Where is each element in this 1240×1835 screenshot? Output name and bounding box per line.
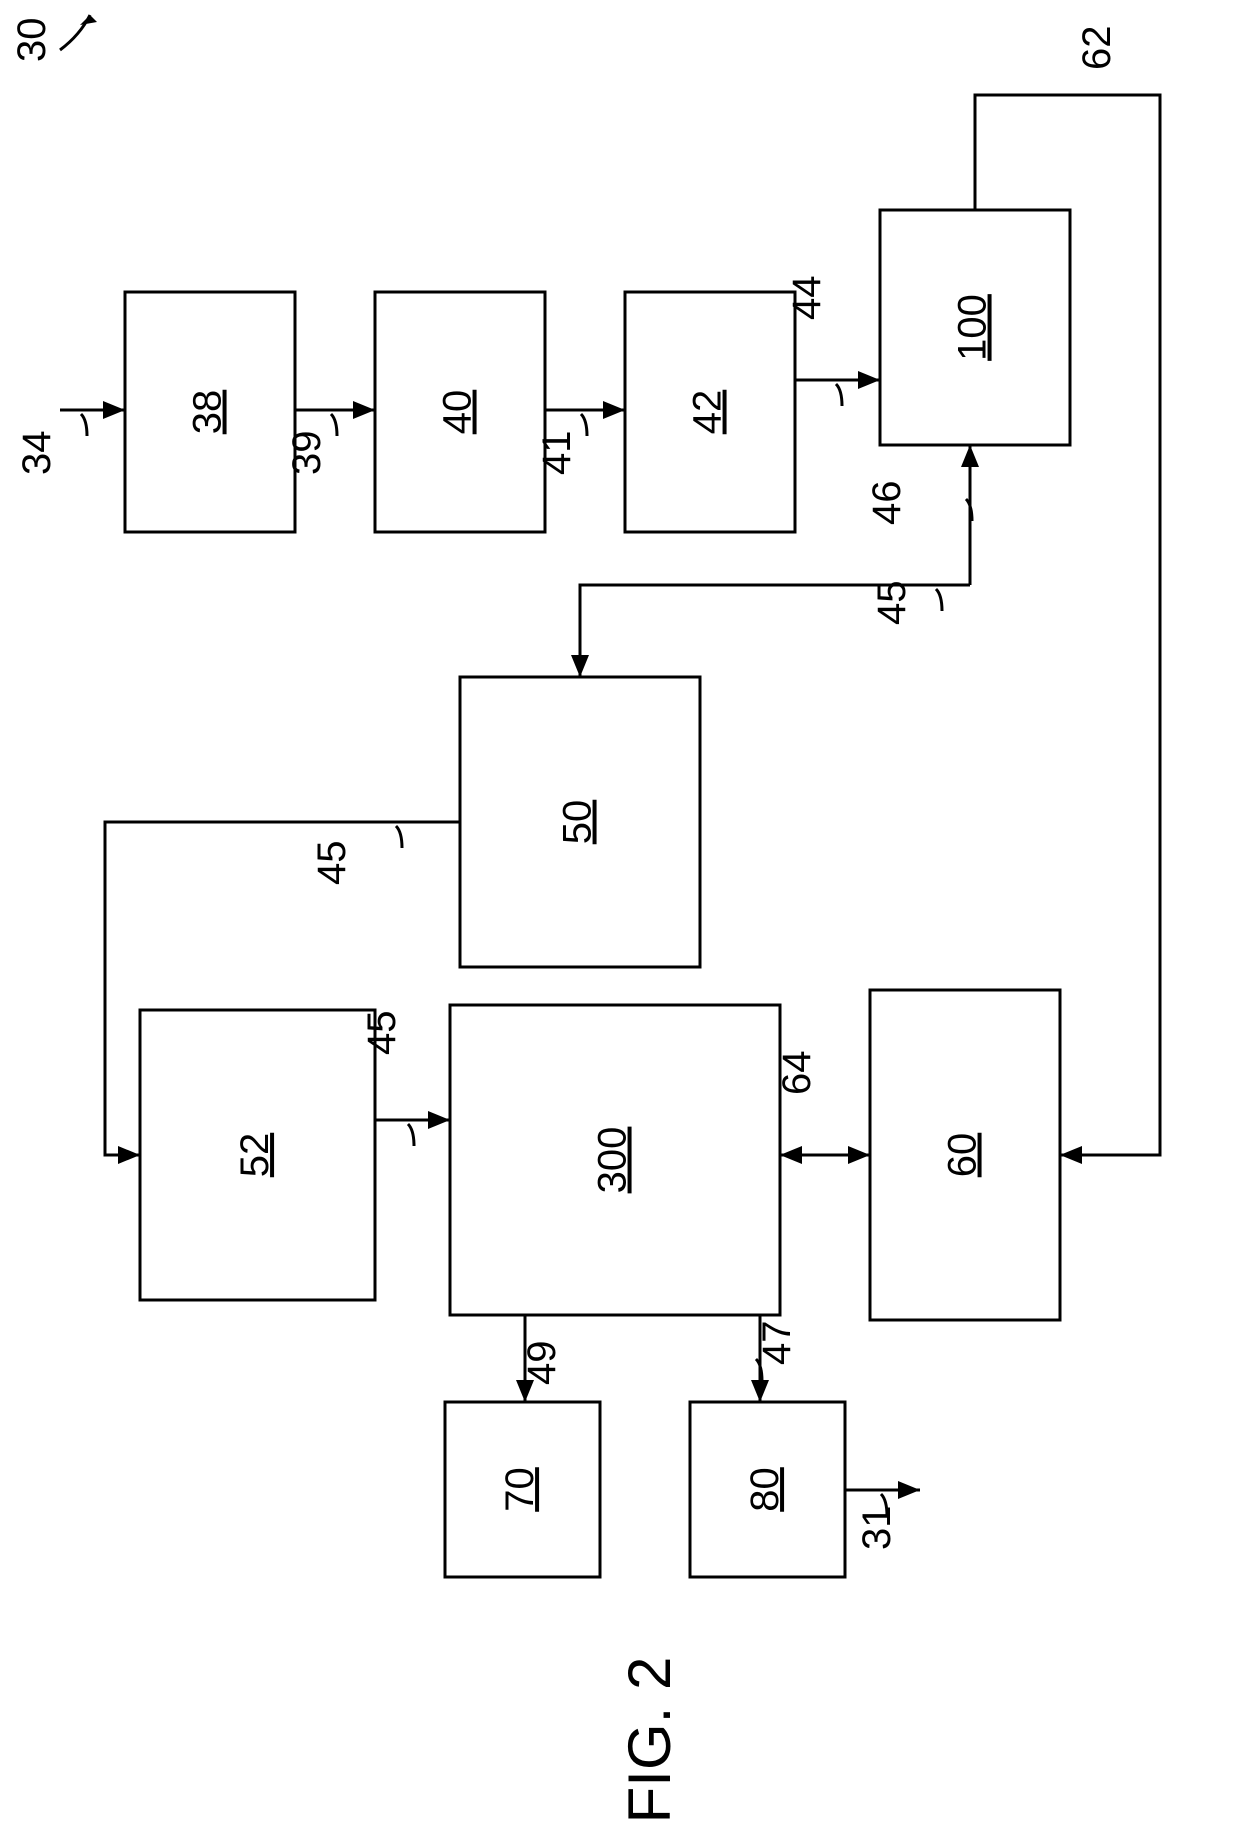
edge-label-62: 62 — [1075, 26, 1119, 71]
edge-label-49: 49 — [520, 1341, 564, 1386]
edge-62 — [975, 95, 1160, 1155]
edge-label-46: 46 — [865, 481, 909, 526]
edge-45 — [105, 822, 460, 1155]
block-label-40: 40 — [436, 390, 480, 435]
block-label-42: 42 — [686, 390, 730, 435]
edge-label-45: 45 — [360, 1011, 404, 1056]
edge-label-44: 44 — [785, 276, 829, 321]
edge-label-45: 45 — [310, 841, 354, 886]
block-label-52: 52 — [233, 1133, 277, 1178]
system-ref-arrow — [80, 15, 97, 25]
edge-label-31: 31 — [855, 1506, 899, 1551]
edge-label-45: 45 — [870, 581, 914, 626]
block-label-50: 50 — [556, 800, 600, 845]
block-label-60: 60 — [941, 1133, 985, 1178]
edge-label-64: 64 — [775, 1051, 819, 1096]
system-ref-label: 30 — [10, 18, 54, 63]
edge-label-39: 39 — [285, 431, 329, 476]
block-label-100: 100 — [951, 294, 995, 361]
edge-label-47: 47 — [755, 1321, 799, 1366]
edge-label-34: 34 — [15, 431, 59, 476]
figure-label: FIG. 2 — [616, 1657, 683, 1824]
block-diagram: 38 40 42 100 50 52 300 60 70 80 34 39 41 44 46 45 45 45 6… — [0, 0, 1240, 1835]
block-label-300: 300 — [591, 1127, 635, 1194]
block-label-70: 70 — [498, 1467, 542, 1512]
block-label-80: 80 — [743, 1467, 787, 1512]
block-label-38: 38 — [186, 390, 230, 435]
edge-label-41: 41 — [535, 431, 579, 476]
